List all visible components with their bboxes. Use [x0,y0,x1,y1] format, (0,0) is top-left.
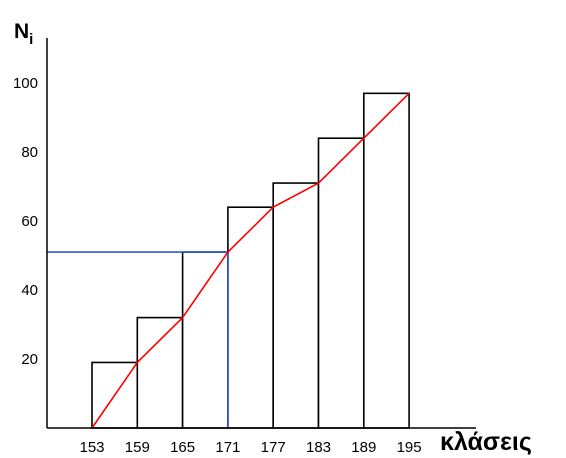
reference-lines-group [47,251,229,428]
bars-group [91,92,410,429]
x-axis-label: κλάσεις [440,428,532,456]
bar-183-189 [317,137,365,429]
x-tick-label-177: 177 [261,439,286,456]
y-tick-label-40: 40 [21,282,38,299]
bar-177-183 [272,182,320,429]
y-tick-label-60: 60 [21,213,38,230]
x-tick-label-153: 153 [79,439,104,456]
y-axis-label: Ni [14,20,33,48]
ogive-line [91,92,410,429]
bar-159-165 [136,316,184,429]
bar-171-177 [227,206,274,429]
x-tick-labels: 153 159 165 171 177 183 189 195 [79,439,421,456]
x-tick-label-189: 189 [351,439,376,456]
x-tick-label-165: 165 [170,439,195,456]
x-tick-label-171: 171 [215,439,240,456]
y-tick-labels: 20 40 60 80 100 [13,75,38,368]
bar-165-171 [181,251,229,429]
ogive-group [91,92,410,429]
y-axis-label-subscript: i [29,31,33,48]
y-axis-label-main: N [14,20,29,43]
y-tick-label-80: 80 [21,144,38,161]
x-tick-label-159: 159 [125,439,150,456]
x-tick-label-183: 183 [306,439,331,456]
bar-189-195 [362,92,410,429]
axes-group [46,38,476,429]
x-tick-label-195: 195 [397,439,422,456]
y-tick-label-20: 20 [21,351,38,368]
y-tick-label-100: 100 [13,75,38,92]
